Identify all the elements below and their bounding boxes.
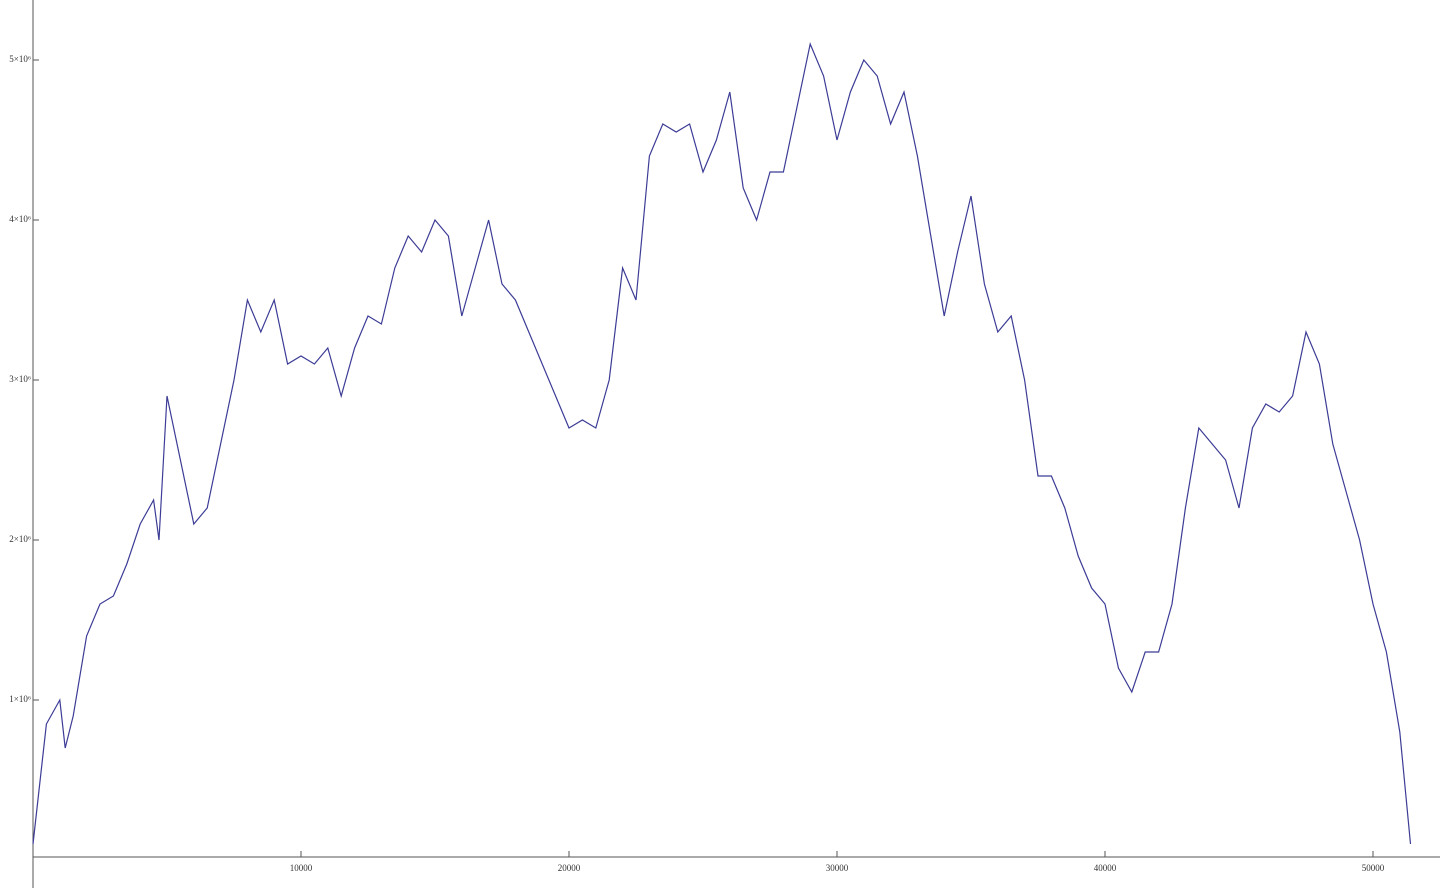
y-tick-label: 5×10⁶: [9, 54, 31, 64]
x-tick-label: 10000: [290, 863, 313, 873]
y-tick-label: 3×10⁶: [9, 374, 31, 384]
data-line: [32, 41, 1412, 845]
x-tick-label: 20000: [558, 863, 581, 873]
x-tick-label: 40000: [1094, 863, 1117, 873]
x-tick-label: 30000: [826, 863, 849, 873]
y-tick-label: 1×10⁶: [9, 694, 31, 704]
y-tick-label: 4×10⁶: [9, 214, 31, 224]
x-tick-label: 50000: [1362, 863, 1385, 873]
y-tick-label: 2×10⁶: [9, 534, 31, 544]
